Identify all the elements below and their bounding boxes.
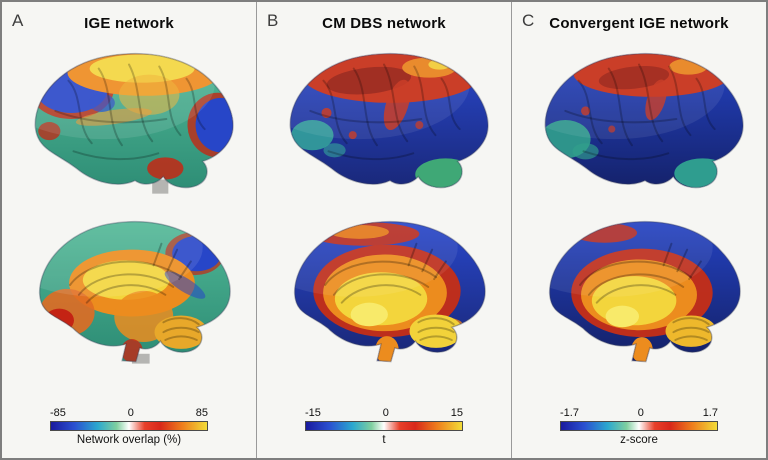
colorbar-c: -1.7 0 1.7 z-score (560, 407, 718, 446)
brain-lateral-view-cmdbs (289, 52, 489, 189)
colorbar-tick-min: -15 (305, 407, 321, 419)
colorbar-tick-zero: 0 (637, 407, 644, 419)
colorbar-gradient (560, 421, 718, 431)
brain-medial-view-ige (38, 220, 231, 364)
brain-medial-view-convergent (548, 220, 741, 363)
panel-title: IGE network (84, 14, 174, 32)
colorbar-ticks: -85 0 85 (50, 407, 208, 419)
colorbar-axis-label: z-score (620, 434, 658, 446)
panel-b: B CM DBS network (256, 2, 511, 458)
colorbar-b: -15 0 15 t (305, 407, 463, 446)
brain-lateral-view-convergent (544, 52, 744, 189)
panel-title: Convergent IGE network (549, 14, 729, 32)
colorbar-ticks: -15 0 15 (305, 407, 463, 419)
panel-a: A IGE network (2, 2, 256, 458)
panel-a-header: A IGE network (2, 10, 256, 36)
brain-medial-view-cmdbs (293, 220, 486, 363)
colorbar-tick-zero: 0 (127, 407, 134, 419)
panel-c: C Convergent IGE network (511, 2, 766, 458)
colorbar-tick-max: 1.7 (702, 407, 718, 419)
panel-letter: B (267, 11, 279, 30)
colorbar-gradient (305, 421, 463, 431)
colorbar-tick-min: -85 (50, 407, 66, 419)
panel-b-header: B CM DBS network (257, 10, 511, 36)
colorbar-tick-max: 15 (450, 407, 463, 419)
brain-lateral-view-ige (34, 52, 234, 194)
panel-c-header: C Convergent IGE network (512, 10, 766, 36)
colorbar-tick-max: 85 (195, 407, 208, 419)
colorbar-tick-min: -1.7 (560, 407, 579, 419)
colorbar-ticks: -1.7 0 1.7 (560, 407, 718, 419)
panel-title: CM DBS network (322, 14, 446, 32)
panel-letter: C (522, 11, 535, 30)
colorbar-tick-zero: 0 (382, 407, 389, 419)
colorbar-axis-label: t (382, 434, 386, 446)
colorbar-a: -85 0 85 Network overlap (%) (50, 407, 208, 446)
colorbar-axis-label: Network overlap (%) (76, 434, 182, 446)
colorbar-gradient (50, 421, 208, 431)
panel-letter: A (12, 11, 24, 30)
